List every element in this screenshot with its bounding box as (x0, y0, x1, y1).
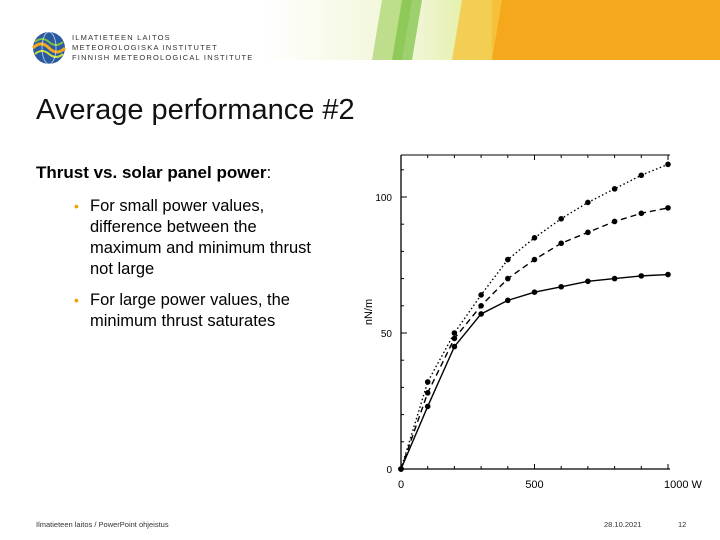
y-axis-label: nN/m (363, 299, 375, 325)
series-point (531, 256, 538, 263)
series-point (451, 343, 458, 350)
series-point (424, 390, 431, 396)
footer-left: Ilmatieteen laitos / PowerPoint ohjeistu… (36, 520, 169, 529)
bullet-text: For small power values, difference betwe… (90, 197, 311, 278)
series-point (611, 218, 618, 225)
header-color-band (262, 0, 720, 60)
series-point (665, 205, 671, 211)
series-point (398, 466, 404, 472)
series-point (451, 335, 458, 342)
series-point (505, 297, 511, 304)
fmi-globe-logo (32, 31, 66, 65)
y-tick-label: 0 (386, 465, 392, 476)
series-point (478, 311, 484, 317)
series-point (531, 235, 538, 241)
x-tick-label: 500 (525, 479, 543, 491)
y-tick-label: 50 (381, 329, 393, 340)
series-point (585, 278, 591, 285)
series-point (424, 379, 431, 385)
slide-title: Average performance #2 (36, 94, 355, 126)
x-tick-label: 0 (398, 479, 404, 491)
bullet-dot-icon: • (74, 198, 79, 214)
org-name-english: FINNISH METEOROLOGICAL INSTITUTE (72, 53, 254, 62)
series-point (398, 466, 404, 472)
bullet-dot-icon: • (74, 292, 79, 308)
subtitle-colon: : (266, 163, 272, 182)
series-point (611, 275, 618, 282)
series-point (611, 186, 618, 192)
series-point (638, 172, 645, 179)
series-point (558, 215, 564, 222)
org-name-swedish: METEOROLOGISKA INSTITUTET (72, 43, 218, 52)
series-line-dotted (400, 163, 669, 470)
series-point (585, 199, 591, 206)
series-point (531, 289, 538, 296)
series-point (558, 240, 564, 247)
series-point (638, 273, 645, 279)
series-point (478, 303, 484, 309)
series-point (451, 330, 458, 336)
org-name-finnish: ILMATIETEEN LAITOS (72, 33, 171, 42)
series-line-dashed (400, 207, 669, 470)
series-point (505, 256, 511, 263)
series-point (424, 403, 431, 410)
series-point (505, 275, 511, 282)
series-point (665, 161, 671, 168)
footer-page-number: 12 (678, 520, 687, 529)
bullet-text: For large power values, the minimum thru… (90, 291, 290, 330)
series-point (478, 292, 484, 298)
y-tick-label: 100 (375, 193, 392, 204)
bullet-item: • For large power values, the minimum th… (74, 290, 314, 332)
slide-subtitle: Thrust vs. solar panel power: (36, 163, 271, 183)
subtitle-text: Thrust vs. solar panel power (36, 163, 267, 182)
series-point (638, 210, 645, 217)
footer-date: 28.10.2021 (604, 520, 642, 529)
series-point (585, 229, 591, 236)
bullet-item: • For small power values, difference bet… (74, 196, 314, 280)
series-point (398, 466, 404, 472)
x-tick-label: 1000 W (664, 479, 703, 491)
series-point (558, 283, 564, 290)
series-line-solid (400, 273, 669, 470)
organization-name: ILMATIETEEN LAITOS METEOROLOGISKA INSTIT… (72, 33, 253, 63)
series-point (665, 271, 671, 278)
